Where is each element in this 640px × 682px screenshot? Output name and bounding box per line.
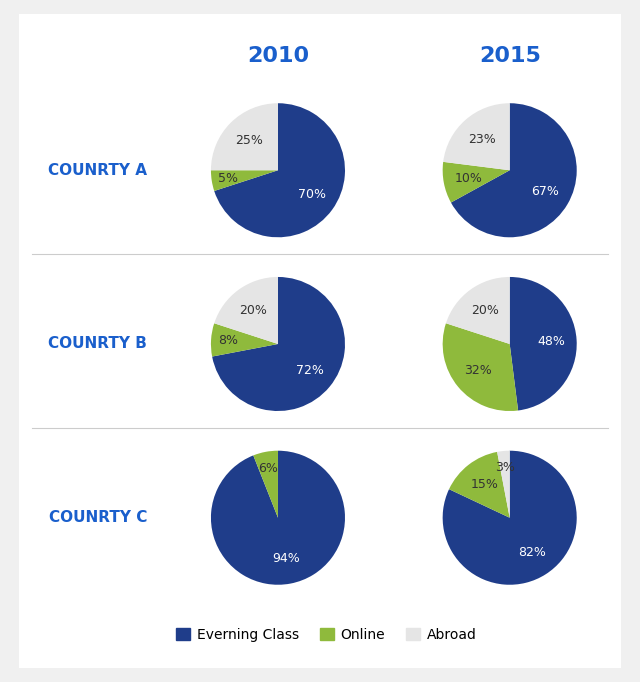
Wedge shape [497, 451, 509, 518]
Text: 8%: 8% [218, 334, 238, 347]
Wedge shape [214, 277, 278, 344]
Wedge shape [451, 103, 577, 237]
Text: 23%: 23% [468, 132, 496, 145]
Wedge shape [443, 103, 509, 170]
Wedge shape [509, 277, 577, 411]
Text: COUNRTY B: COUNRTY B [49, 336, 147, 351]
Wedge shape [443, 323, 518, 411]
Text: 82%: 82% [518, 546, 546, 559]
Text: 5%: 5% [218, 172, 238, 185]
Wedge shape [443, 162, 509, 203]
Text: 2015: 2015 [479, 46, 541, 66]
Wedge shape [211, 103, 278, 170]
Text: 32%: 32% [464, 364, 492, 377]
Text: COUNRTY A: COUNRTY A [49, 163, 147, 178]
Wedge shape [211, 451, 345, 584]
Text: 10%: 10% [455, 172, 483, 185]
Text: 72%: 72% [296, 364, 324, 377]
Wedge shape [212, 277, 345, 411]
Wedge shape [449, 452, 509, 518]
Text: 48%: 48% [537, 335, 565, 348]
Wedge shape [443, 451, 577, 584]
Text: 25%: 25% [235, 134, 262, 147]
Text: 3%: 3% [495, 461, 515, 474]
Text: 15%: 15% [470, 478, 498, 492]
Wedge shape [214, 103, 345, 237]
Text: 2010: 2010 [247, 46, 309, 66]
Text: 20%: 20% [239, 304, 268, 317]
Legend: Everning Class, Online, Abroad: Everning Class, Online, Abroad [176, 627, 477, 642]
Text: COUNRTY C: COUNRTY C [49, 510, 147, 525]
Text: 6%: 6% [259, 462, 278, 475]
Text: 67%: 67% [532, 185, 559, 198]
Text: 70%: 70% [298, 188, 326, 201]
Text: 94%: 94% [272, 552, 300, 565]
Wedge shape [446, 277, 509, 344]
Wedge shape [253, 451, 278, 518]
Wedge shape [211, 170, 278, 191]
Wedge shape [211, 323, 278, 357]
Text: 20%: 20% [471, 304, 499, 317]
